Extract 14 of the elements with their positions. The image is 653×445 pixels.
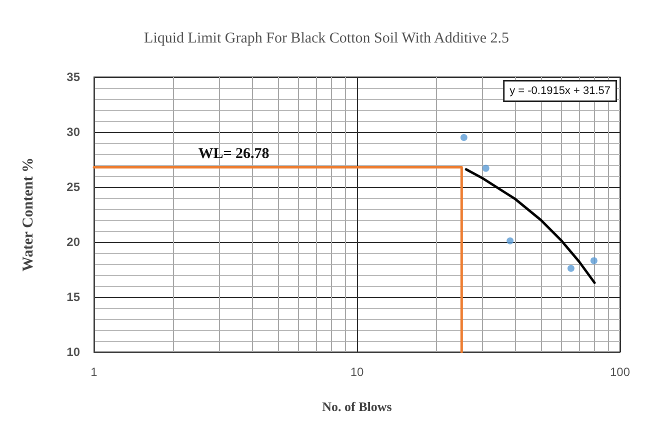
y-tick-label: 10 <box>66 345 80 359</box>
x-tick-label: 1 <box>90 365 98 379</box>
annotation: y = -0.1915x + 31.57 <box>510 85 611 97</box>
annotation: WL= 26.78 <box>198 146 270 162</box>
x-tick-label: 100 <box>610 365 630 379</box>
y-tick-label: 35 <box>66 70 80 84</box>
chart-title: Liquid Limit Graph For Black Cotton Soil With Additive 2.5 <box>144 30 509 46</box>
y-axis-title: Water Content % <box>20 158 36 272</box>
y-tick-label: 30 <box>66 125 80 139</box>
y-tick-label: 15 <box>66 290 80 304</box>
y-tick-label: 25 <box>66 180 80 194</box>
y-tick-label: 20 <box>66 235 80 249</box>
x-axis-title: No. of Blows <box>322 399 392 414</box>
x-tick-label: 10 <box>350 365 364 379</box>
